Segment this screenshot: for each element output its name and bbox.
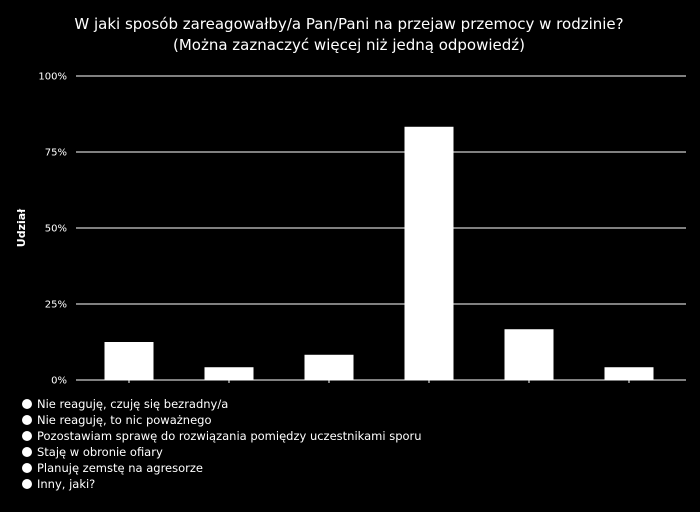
legend-item: Staję w obronie ofiary	[22, 444, 422, 460]
legend-item: Inny, jaki?	[22, 476, 422, 492]
bar-4	[404, 126, 454, 380]
legend-item: Nie reaguję, czuję się bezradny/a	[22, 396, 422, 412]
legend-item: Nie reaguję, to nic poważnego	[22, 412, 422, 428]
bar-3	[304, 354, 354, 380]
legend-label: Pozostawiam sprawę do rozwiązania pomięd…	[37, 429, 422, 443]
legend-item: Pozostawiam sprawę do rozwiązania pomięd…	[22, 428, 422, 444]
y-tick-label: 50%	[45, 224, 67, 235]
y-tick-labels: 0% 25% 50% 75% 100%	[38, 72, 67, 387]
bars	[104, 126, 654, 380]
y-axis-label: Udział	[15, 208, 28, 247]
x-ticks	[128, 380, 630, 383]
bar-5	[504, 329, 554, 380]
legend-label: Nie reaguję, to nic poważnego	[37, 413, 212, 427]
y-tick-label: 0%	[51, 376, 67, 387]
y-tick-label: 100%	[38, 72, 67, 83]
gridlines	[76, 75, 686, 381]
legend-marker-icon	[22, 431, 32, 441]
legend-marker-icon	[22, 479, 32, 489]
legend-marker-icon	[22, 463, 32, 473]
y-tick-label: 75%	[45, 148, 67, 159]
legend-label: Nie reaguję, czuję się bezradny/a	[37, 397, 229, 411]
chart-title-line-2: (Można zaznaczyć więcej niż jedną odpowi…	[173, 36, 525, 54]
bar-6	[604, 367, 654, 380]
legend-label: Planuję zemstę na agresorze	[37, 461, 203, 475]
bar-2	[204, 367, 254, 380]
legend-item: Planuję zemstę na agresorze	[22, 460, 422, 476]
legend-label: Staję w obronie ofiary	[37, 445, 163, 459]
legend-marker-icon	[22, 447, 32, 457]
legend-marker-icon	[22, 399, 32, 409]
bar-1	[104, 342, 154, 380]
y-tick-label: 25%	[45, 300, 67, 311]
chart-title-line-1: W jaki sposób zareagowałby/a Pan/Pani na…	[74, 15, 623, 33]
legend-label: Inny, jaki?	[37, 477, 96, 491]
legend: Nie reaguję, czuję się bezradny/a Nie rea…	[22, 396, 422, 492]
legend-marker-icon	[22, 415, 32, 425]
